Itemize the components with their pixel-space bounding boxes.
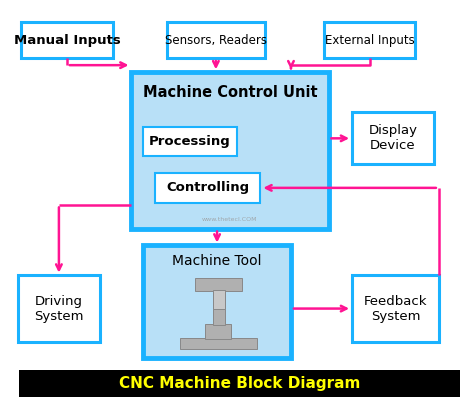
Text: Processing: Processing — [149, 135, 231, 148]
FancyBboxPatch shape — [324, 22, 415, 58]
Text: Controlling: Controlling — [166, 181, 249, 194]
FancyBboxPatch shape — [195, 278, 242, 291]
FancyBboxPatch shape — [352, 112, 434, 164]
Text: Manual Inputs: Manual Inputs — [13, 34, 120, 47]
FancyBboxPatch shape — [155, 173, 261, 203]
FancyBboxPatch shape — [180, 338, 257, 349]
FancyBboxPatch shape — [18, 275, 100, 342]
Text: Sensors, Readers: Sensors, Readers — [165, 34, 267, 47]
FancyBboxPatch shape — [19, 370, 460, 397]
FancyBboxPatch shape — [213, 290, 225, 309]
FancyBboxPatch shape — [166, 22, 265, 58]
FancyBboxPatch shape — [21, 22, 113, 58]
FancyBboxPatch shape — [143, 245, 291, 358]
FancyBboxPatch shape — [352, 275, 439, 342]
Text: External Inputs: External Inputs — [325, 34, 414, 47]
Text: Driving
System: Driving System — [34, 295, 83, 322]
FancyBboxPatch shape — [205, 324, 231, 339]
Text: www.thetecl.COM: www.thetecl.COM — [202, 217, 258, 222]
Text: CNC Machine Block Diagram: CNC Machine Block Diagram — [118, 376, 360, 391]
Text: Display
Device: Display Device — [369, 124, 418, 152]
Text: Machine Control Unit: Machine Control Unit — [143, 85, 317, 100]
FancyBboxPatch shape — [131, 72, 328, 229]
FancyBboxPatch shape — [213, 289, 225, 325]
FancyBboxPatch shape — [143, 127, 237, 156]
Text: Machine Tool: Machine Tool — [173, 254, 262, 267]
Text: Feedback
System: Feedback System — [364, 295, 427, 322]
